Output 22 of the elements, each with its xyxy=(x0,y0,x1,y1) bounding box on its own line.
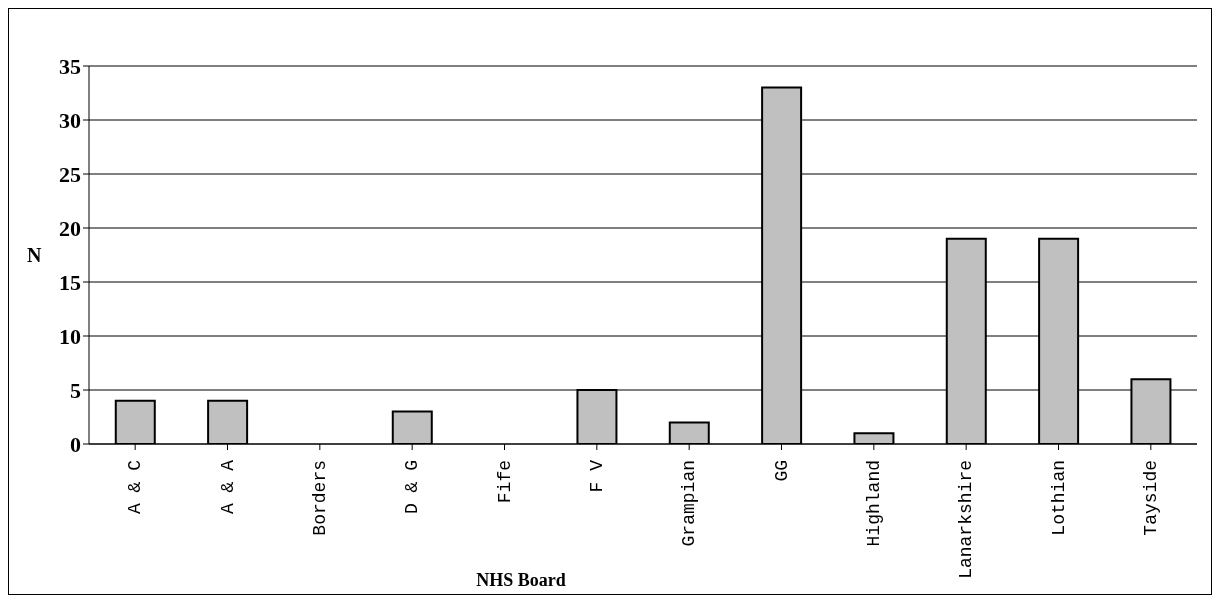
y-tick-label: 0 xyxy=(70,431,81,457)
x-tick-label: Lothian xyxy=(1048,460,1069,536)
x-tick-label: A & A xyxy=(217,459,238,515)
x-tick-label: Grampian xyxy=(679,460,700,547)
x-axis-title: NHS Board xyxy=(476,570,566,590)
x-tick-label: F V xyxy=(586,459,607,493)
y-tick-label: 30 xyxy=(59,107,81,133)
y-tick-label: 5 xyxy=(70,377,81,403)
x-tick-label: GG xyxy=(771,460,792,482)
y-tick-label: 15 xyxy=(59,269,81,295)
x-tick-label: Tayside xyxy=(1140,460,1161,536)
x-tick-label: Lanarkshire xyxy=(956,460,977,579)
x-tick-label: Highland xyxy=(863,460,884,547)
y-tick-label: 10 xyxy=(59,323,81,349)
x-tick-label: Borders xyxy=(309,460,330,536)
y-tick-label: 20 xyxy=(59,215,81,241)
y-tick-label: 25 xyxy=(59,161,81,187)
x-tick-label: Fife xyxy=(494,460,515,504)
y-tick-label: 35 xyxy=(59,53,81,79)
y-axis-title: N xyxy=(27,244,42,266)
x-tick-label: D & G xyxy=(402,460,423,515)
x-tick-label: A & C xyxy=(125,459,146,515)
